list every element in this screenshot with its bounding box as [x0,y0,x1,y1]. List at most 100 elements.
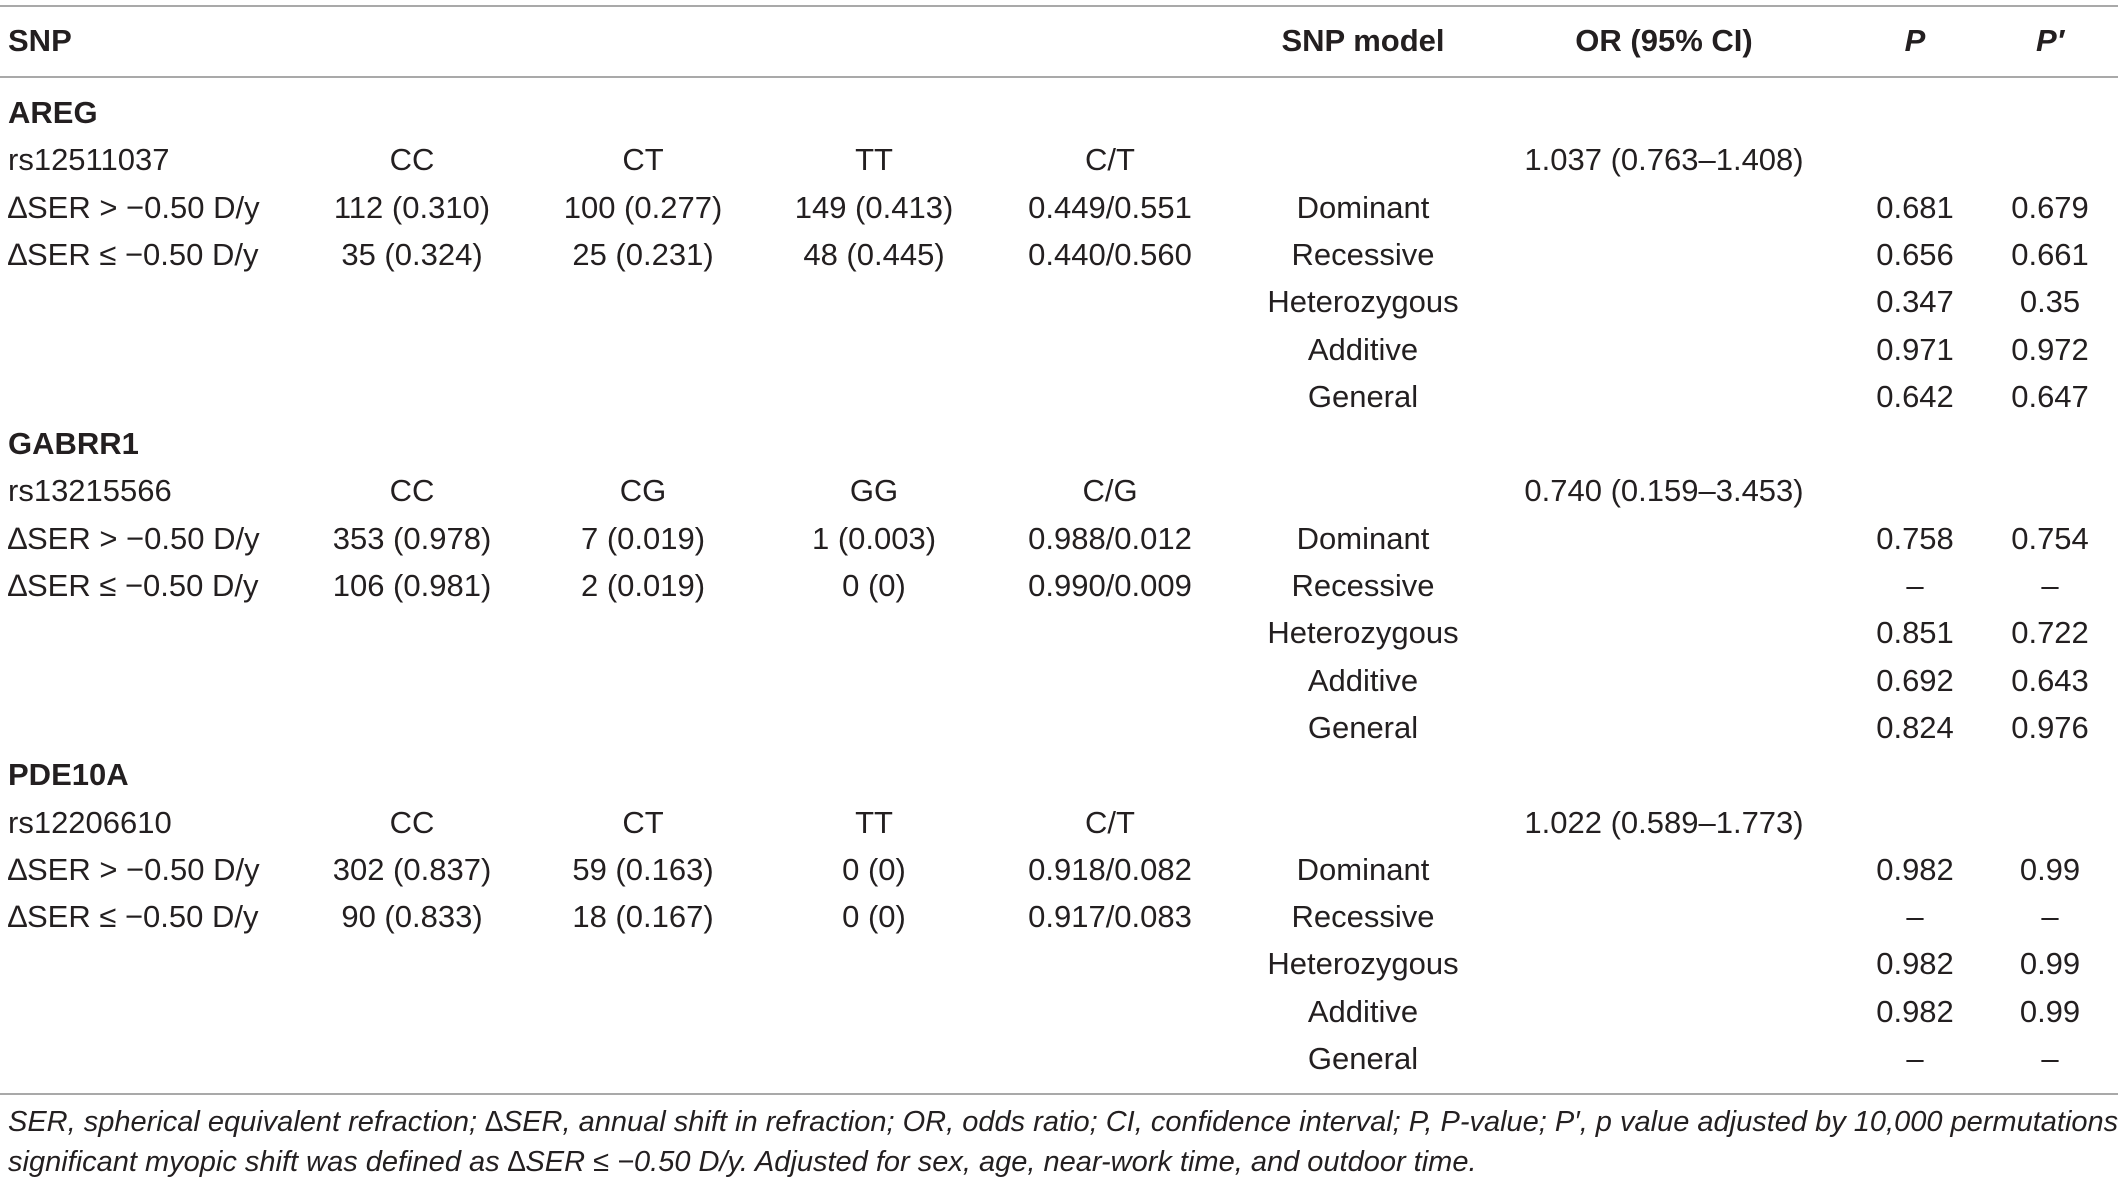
p-value: – [1906,568,1924,603]
snp-model: Heterozygous [1267,615,1459,651]
genotype-count: 7 (0.019) [580,520,706,556]
snp-model: General [1307,378,1419,414]
p-value: 0.851 [1876,615,1954,651]
genotype-count: 35 (0.324) [341,236,483,272]
row-label: ∆SER > −0.50 D/y [8,520,260,556]
allele-frequency: 0.440/0.560 [1028,236,1192,272]
p-adjusted: 0.976 [2011,709,2089,745]
p-adjusted: 0.647 [2011,378,2089,414]
snp-model: Heterozygous [1267,284,1459,320]
p-value: – [1906,1041,1924,1076]
p-adjusted: – [2041,1041,2059,1076]
table-footnote: SER, spherical equivalent refraction; ∆S… [8,1102,2118,1182]
snp-id: rs12511037 [8,142,170,178]
genotype-count: 0 (0) [842,899,906,935]
gene-heading: AREG [8,95,98,130]
odds-ratio: 0.740 (0.159–3.453) [1524,473,1804,509]
genotype-header: GG [849,473,899,509]
allele-frequency: 0.918/0.082 [1028,851,1192,887]
row-label: ∆SER ≤ −0.50 D/y [8,236,259,272]
genotype-header: CT [622,804,664,840]
allele-header: C/T [1085,804,1135,840]
snp-model: Recessive [1291,899,1435,935]
genotype-count: 25 (0.231) [572,236,714,272]
p-adjusted: 0.661 [2011,236,2089,272]
genotype-count: 100 (0.277) [563,189,723,225]
footnote-line-2: significant myopic shift was defined as … [8,1146,1477,1178]
p-value: – [1906,899,1924,935]
header-p: P [1904,23,1926,58]
allele-frequency: 0.988/0.012 [1028,520,1192,556]
snp-model: Additive [1307,662,1419,698]
snp-id: rs12206610 [8,804,172,840]
snp-model: Dominant [1296,851,1430,887]
p-adjusted: – [2041,568,2059,603]
genotype-count: 0 (0) [842,568,906,603]
p-value: 0.982 [1876,993,1954,1029]
snp-model: Recessive [1291,236,1435,272]
snp-model: General [1307,709,1419,745]
row-label: ∆SER ≤ −0.50 D/y [8,899,259,935]
genotype-header: CC [389,473,435,509]
header-p-adjusted: P′ [2035,23,2065,58]
genotype-count: 0 (0) [842,851,906,887]
genotype-header: CC [389,804,435,840]
allele-header: C/G [1082,473,1138,509]
genotype-count: 353 (0.978) [332,520,492,556]
table-bottom-rule [0,1093,2118,1095]
p-adjusted: – [2041,899,2059,935]
genotype-count: 59 (0.163) [572,851,714,887]
gene-heading: PDE10A [8,757,129,793]
genotype-header: TT [855,142,893,178]
p-value: 0.656 [1876,236,1954,272]
gene-heading: GABRR1 [8,426,139,462]
snp-model: General [1307,1041,1419,1076]
header-snp: SNP [8,23,72,58]
p-adjusted: 0.722 [2011,615,2089,651]
p-value: 0.681 [1876,189,1954,225]
genotype-count: 18 (0.167) [572,899,714,935]
p-value: 0.642 [1876,378,1954,414]
row-label: ∆SER > −0.50 D/y [8,189,260,225]
snp-model: Recessive [1291,568,1435,603]
genotype-header: TT [855,804,893,840]
p-value: 0.347 [1876,284,1954,320]
odds-ratio: 1.037 (0.763–1.408) [1524,142,1804,178]
genotype-count: 1 (0.003) [811,520,937,556]
genotype-header: CC [389,142,435,178]
p-value: 0.758 [1876,520,1954,556]
p-adjusted: 0.99 [2019,993,2081,1029]
p-value: 0.971 [1876,331,1954,367]
p-adjusted: 0.754 [2011,520,2089,556]
p-adjusted: 0.99 [2019,946,2081,982]
allele-frequency: 0.449/0.551 [1028,189,1192,225]
allele-header: C/T [1085,142,1135,178]
allele-frequency: 0.990/0.009 [1028,568,1192,603]
snp-model: Heterozygous [1267,946,1459,982]
p-adjusted: 0.643 [2011,662,2089,698]
genotype-count: 302 (0.837) [332,851,492,887]
genotype-count: 106 (0.981) [332,568,492,603]
genotype-header: CG [619,473,667,509]
snp-model: Additive [1307,331,1419,367]
genotype-header: CT [622,142,664,178]
row-label: ∆SER ≤ −0.50 D/y [8,568,259,603]
snp-id: rs13215566 [8,473,172,509]
genotype-count: 48 (0.445) [803,236,945,272]
snp-model: Dominant [1296,189,1430,225]
p-adjusted: 0.35 [2019,284,2081,320]
snp-model: Additive [1307,993,1419,1029]
p-adjusted: 0.99 [2019,851,2081,887]
p-adjusted: 0.679 [2011,189,2089,225]
p-value: 0.982 [1876,946,1954,982]
header-bottom-rule [0,76,2118,78]
snp-model: Dominant [1296,520,1430,556]
genotype-count: 149 (0.413) [794,189,954,225]
header-or-ci: OR (95% CI) [1575,23,1753,58]
header-snp-model: SNP model [1281,23,1445,58]
allele-frequency: 0.917/0.083 [1028,899,1192,935]
p-value: 0.824 [1876,709,1954,745]
footnote-line-1: SER, spherical equivalent refraction; ∆S… [8,1106,2118,1138]
genotype-count: 90 (0.833) [341,899,483,935]
